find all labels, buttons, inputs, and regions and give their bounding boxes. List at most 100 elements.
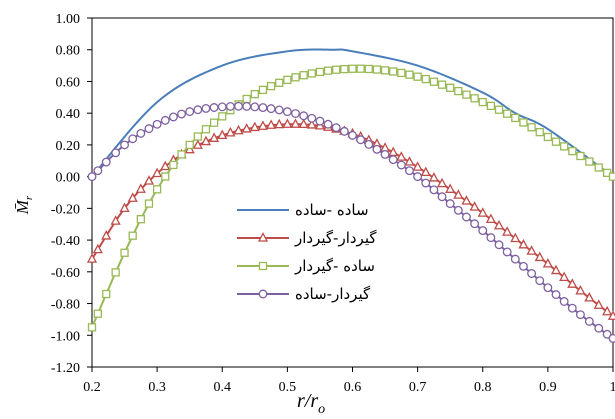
series-marker xyxy=(111,268,120,277)
legend-marker xyxy=(258,289,268,299)
series-marker xyxy=(446,83,455,92)
legend-label: ساده -گیردار xyxy=(294,257,375,275)
series-marker xyxy=(209,118,219,127)
series-marker xyxy=(534,251,545,262)
series-marker xyxy=(332,65,341,74)
series-marker xyxy=(102,289,111,299)
series-marker xyxy=(331,123,341,133)
series-marker xyxy=(568,146,577,156)
series-marker xyxy=(128,134,138,144)
series-marker xyxy=(356,135,366,145)
x-tick-label: 0.7 xyxy=(409,380,427,395)
series-marker xyxy=(551,137,561,146)
series-marker xyxy=(299,71,308,80)
series-marker xyxy=(420,166,431,177)
series-marker xyxy=(510,232,521,243)
series-marker xyxy=(437,192,447,202)
series-marker xyxy=(110,215,121,225)
series-marker xyxy=(209,103,219,112)
series-marker xyxy=(225,101,235,111)
series-marker xyxy=(101,230,112,240)
legend-label: گیردار-گیردار xyxy=(294,229,377,247)
series-marker xyxy=(86,253,98,263)
series-marker xyxy=(283,75,292,85)
series-marker xyxy=(585,157,594,166)
series-marker xyxy=(242,101,252,111)
series-marker xyxy=(502,226,513,236)
x-tick-label: 1 xyxy=(610,380,615,395)
series-marker xyxy=(315,116,325,126)
y-tick-label: -0.20 xyxy=(51,202,80,217)
series-marker xyxy=(429,77,439,86)
series-marker xyxy=(144,199,154,208)
x-tick-label: 0.9 xyxy=(539,380,557,395)
series-marker xyxy=(462,90,471,99)
series-marker xyxy=(111,148,121,158)
series-marker xyxy=(185,107,195,117)
x-tick-label: 0.4 xyxy=(214,380,232,395)
series-marker xyxy=(584,292,595,302)
series-marker xyxy=(177,150,186,159)
series-marker xyxy=(257,120,269,130)
series-marker xyxy=(306,119,317,129)
series-marker xyxy=(274,105,284,115)
series-marker xyxy=(494,105,504,114)
series-marker xyxy=(258,103,268,113)
series-marker xyxy=(608,333,615,343)
series-marker xyxy=(290,118,301,128)
series-marker xyxy=(607,310,615,320)
series-marker xyxy=(470,219,480,229)
series-marker xyxy=(258,85,268,95)
series-marker xyxy=(120,140,130,150)
series-marker xyxy=(233,124,244,135)
series-marker xyxy=(535,127,544,137)
series-marker xyxy=(364,139,374,149)
series-marker xyxy=(136,128,146,138)
series-marker xyxy=(241,123,252,133)
y-tick-label: 0.00 xyxy=(56,171,81,186)
series-marker xyxy=(559,271,570,282)
series-marker xyxy=(282,107,292,117)
series-marker xyxy=(291,73,300,82)
series-marker xyxy=(201,103,211,113)
series-marker xyxy=(348,64,357,73)
y-tick-label: -0.80 xyxy=(51,298,80,313)
series-line xyxy=(91,48,614,178)
series-marker xyxy=(404,156,415,166)
x-tick-label: 0.5 xyxy=(279,380,297,395)
series-marker xyxy=(152,167,163,178)
series-marker xyxy=(445,183,456,193)
legend-label: ساده -ساده xyxy=(295,201,369,219)
series-marker xyxy=(421,178,431,188)
series-marker xyxy=(291,109,300,118)
series-marker xyxy=(120,248,129,257)
series-marker xyxy=(160,115,170,125)
series-marker xyxy=(87,172,97,182)
series-marker xyxy=(242,94,251,104)
series-marker xyxy=(576,151,585,161)
series-marker xyxy=(405,70,414,79)
series-marker xyxy=(323,119,333,129)
series-marker xyxy=(608,172,615,181)
plot-area xyxy=(91,17,614,368)
y-axis-title: M̄r xyxy=(13,195,35,215)
series-marker xyxy=(307,69,316,78)
x-tick-label: 0.8 xyxy=(474,380,492,395)
series-marker xyxy=(575,284,586,295)
series-marker xyxy=(136,215,145,224)
legend: ساده -ساده گیردار-گیردار ساده -گیردار گیردا… xyxy=(237,201,377,303)
series-marker xyxy=(567,278,578,288)
series-marker xyxy=(160,160,171,171)
series-marker xyxy=(193,105,203,115)
series-marker xyxy=(478,97,487,107)
series-marker xyxy=(274,118,285,129)
series-marker xyxy=(144,124,154,134)
series-layer xyxy=(86,48,615,343)
series-marker xyxy=(493,219,505,230)
series-marker xyxy=(429,185,439,195)
series-marker xyxy=(192,139,203,149)
x-tick-label: 0.3 xyxy=(148,380,166,395)
series-marker xyxy=(234,101,243,111)
series-marker xyxy=(348,130,357,140)
